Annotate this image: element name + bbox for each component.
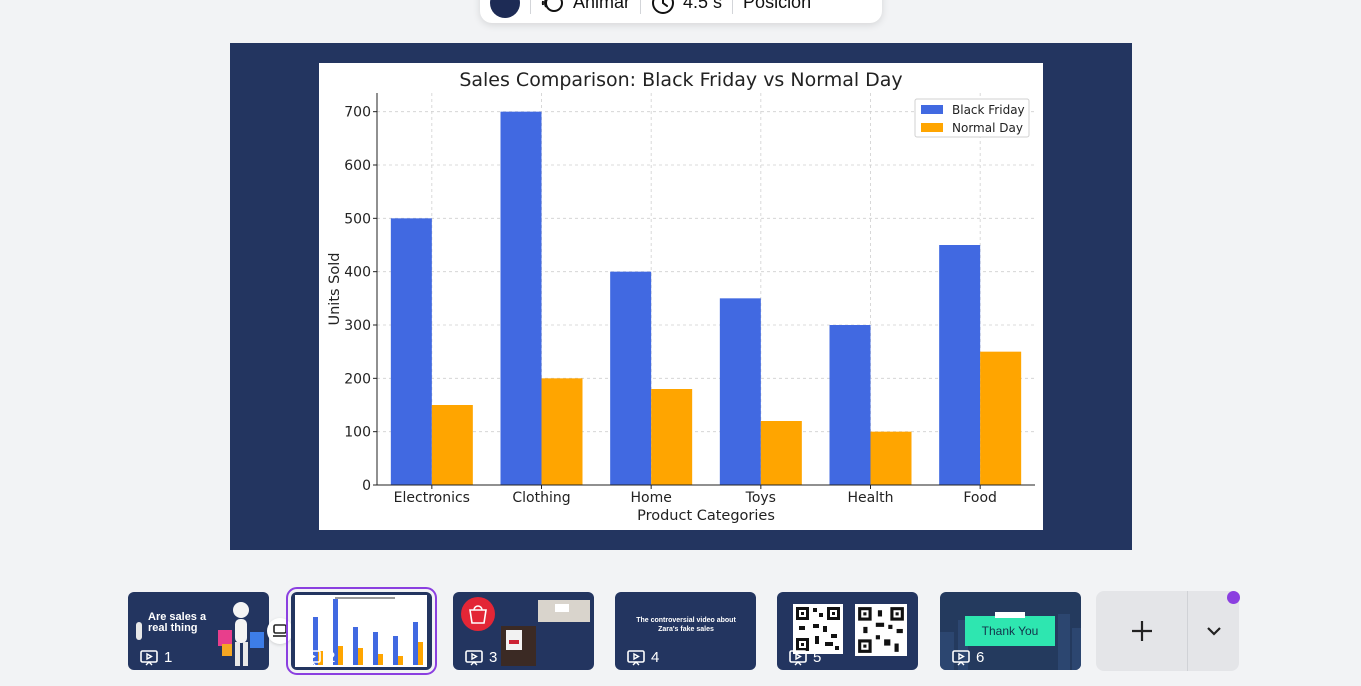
legend-label: Normal Day [952,121,1023,135]
animate-icon [541,0,563,12]
add-slide-button[interactable] [1096,591,1188,671]
slide-number-label: 5 [813,649,822,666]
slide-presenter-icon [303,649,321,665]
animate-button[interactable]: Animar [541,0,630,14]
slide-number-label: 2 [327,649,336,666]
shopper-figure-icon [218,602,264,666]
slide-thumbnail-1[interactable]: Are sales a real thing 1 [128,592,269,670]
slide-presenter-icon [140,649,158,665]
bar-black-friday-food [939,245,981,485]
y-tick-label: 100 [344,425,371,441]
bar-black-friday-clothing [500,111,542,485]
slide-number-6: 6 [952,649,984,666]
x-tick-label: Toys [745,490,776,506]
x-tick-label: Health [848,490,894,506]
chevron-down-icon [1206,627,1221,636]
y-tick-label: 500 [344,211,371,227]
toolbar-divider [640,0,642,14]
chart-title: Sales Comparison: Black Friday vs Normal… [459,69,902,91]
city-skyline-background [940,614,1081,670]
position-button[interactable]: Posición [743,0,811,13]
x-tick-label: Food [963,490,997,506]
slide-thumbnail-3[interactable]: 3 [453,592,594,670]
legend-swatch [921,123,943,132]
slide-presenter-icon [952,649,970,665]
legend-label: Black Friday [952,103,1025,117]
slide-number-label: 1 [164,649,173,666]
slide-presenter-icon [789,649,807,665]
add-slide-group [1096,591,1239,671]
clock-icon [652,0,675,14]
y-tick-label: 600 [344,158,371,174]
slide-number-label: 6 [976,649,985,666]
x-tick-label: Clothing [512,490,570,506]
duration-button[interactable]: 4.5 s [651,0,722,15]
bar-black-friday-electronics [390,218,432,486]
slide-filmstrip: Are sales a real thing 1 [0,587,1361,675]
bar-black-friday-toys [719,298,761,485]
bar-normal-day-food [980,351,1022,485]
plus-icon [1131,621,1152,641]
slide-presenter-icon [465,649,483,665]
slide-canvas[interactable]: Sales Comparison: Black Friday vs Normal… [230,43,1132,550]
bar-black-friday-health [829,325,871,485]
x-tick-label: Home [630,490,671,506]
slide-3-images-preview [461,597,590,666]
bar-normal-day-electronics [431,405,473,485]
legend-swatch [921,105,943,114]
slide-number-label: 4 [651,649,660,666]
transition-icon [273,624,287,637]
x-tick-label: Electronics [394,490,470,506]
legend-box [914,98,1030,138]
toolbar-divider [530,0,531,14]
slide-thumbnail-5[interactable]: 5 [777,592,918,670]
bar-normal-day-health [870,431,912,485]
color-swatch-button[interactable] [490,0,520,18]
slide-1-title: Are sales a real thing [148,611,207,634]
element-toolbar: Animar 4.5 s Posición [480,0,882,23]
bar-black-friday-home [610,271,652,485]
slide-6-subtitle-bar [995,612,1025,618]
y-tick-label: 0 [362,478,371,494]
slide-2-chart-preview [295,595,427,667]
slide-number-2: 2 [303,649,335,666]
slide-number-5: 5 [789,649,821,666]
slide-6-title-banner: Thank You [965,616,1055,646]
slide-thumbnail-2[interactable]: 2 [286,587,437,675]
bar-chart: Sales Comparison: Black Friday vs Normal… [327,69,1035,524]
y-tick-label: 200 [344,371,371,387]
slide-thumbnail-6[interactable]: Thank You 6 [940,592,1081,670]
duration-label: 4.5 s [683,0,723,12]
y-axis-label: Units Sold [327,253,343,326]
bar-normal-day-toys [760,421,802,485]
y-tick-label: 300 [344,318,371,334]
qr-code-icon [855,604,907,656]
slide-number-1: 1 [140,649,172,666]
chart-image[interactable]: Sales Comparison: Black Friday vs Normal… [319,63,1043,530]
x-axis-label: Product Categories [637,508,775,524]
y-tick-label: 700 [344,105,371,121]
more-slide-options-button[interactable] [1188,591,1239,671]
slide-6-title: Thank You [981,624,1039,638]
slide-number-4: 4 [627,649,659,666]
slide-number-label: 3 [489,649,498,666]
slide-number-3: 3 [465,649,497,666]
animate-label: Animar [573,0,631,12]
position-label: Posición [743,0,812,12]
slider-decoration-icon [136,622,142,640]
bar-normal-day-clothing [541,378,583,485]
toolbar-divider [732,0,734,14]
slide-thumbnail-4[interactable]: The controversial video about Zara's fak… [615,592,756,670]
transition-button[interactable] [267,618,293,644]
bar-normal-day-home [651,389,693,485]
qr-code-icon [793,604,843,654]
slide-4-title: The controversial video about Zara's fak… [636,617,736,633]
y-tick-label: 400 [344,265,371,281]
slide-presenter-icon [627,649,645,665]
notification-dot [1227,591,1240,604]
